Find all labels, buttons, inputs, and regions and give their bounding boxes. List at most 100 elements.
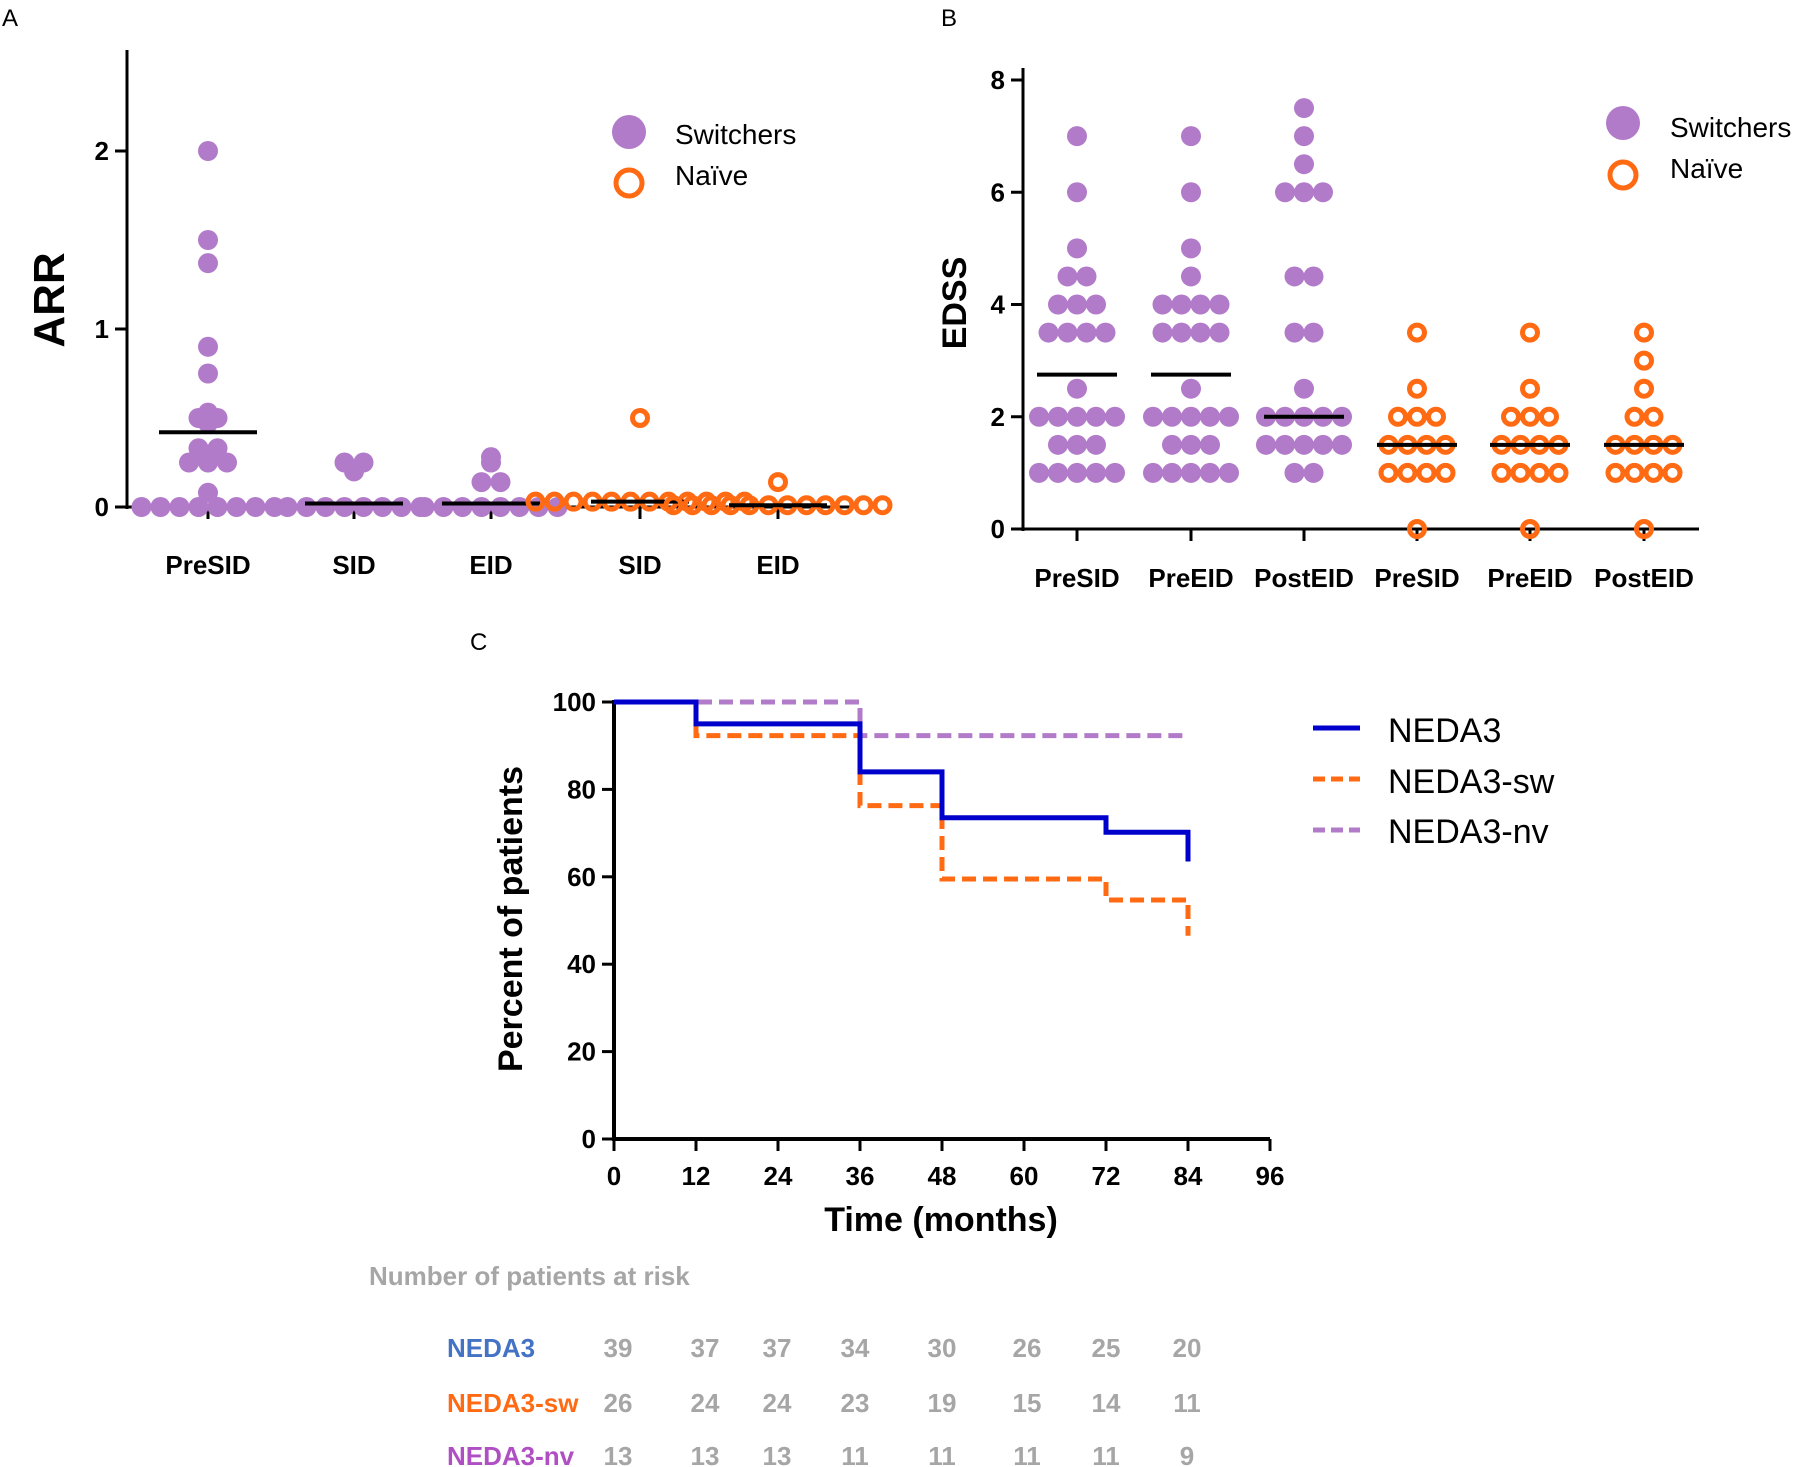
x-category-label: PreSID (1374, 563, 1459, 593)
legend-neda3-nv-label: NEDA3-nv (1388, 813, 1549, 851)
data-point (1200, 406, 1220, 427)
panel-c-ticks: 0 20 40 60 80 100 0 12 24 36 48 60 72 84 96 (553, 687, 1285, 1191)
data-point (1067, 378, 1087, 399)
panel-label-c: C (470, 629, 487, 656)
data-point (1634, 519, 1654, 539)
risk-count: 26 (604, 1388, 633, 1418)
data-point (1605, 462, 1626, 483)
y-tick-label: 60 (567, 862, 596, 892)
data-point (1105, 462, 1125, 483)
data-point (391, 497, 412, 517)
risk-row-label: NEDA3-sw (447, 1388, 579, 1418)
risk-table-title: Number of patients at risk (369, 1261, 690, 1291)
legend-naive-marker (1607, 159, 1639, 191)
risk-count: 26 (1013, 1333, 1042, 1363)
data-point (490, 472, 511, 493)
data-point (1624, 462, 1645, 483)
data-point (1048, 294, 1068, 315)
data-point (1294, 378, 1314, 399)
data-point (198, 253, 218, 274)
data-point (1152, 322, 1173, 343)
data-point (1029, 406, 1049, 427)
x-tick-label: 72 (1092, 1161, 1121, 1191)
panel-a-x-categories: PreSID SID EID SID EID (165, 507, 800, 580)
data-point (1067, 182, 1087, 203)
data-point (872, 495, 893, 516)
data-point (1313, 182, 1333, 203)
risk-count: 11 (1173, 1388, 1201, 1418)
data-point (1086, 462, 1106, 483)
panel-a-legend: Switchers Naïve (612, 115, 796, 199)
data-point (701, 495, 722, 516)
data-point (226, 497, 247, 517)
data-point (198, 452, 218, 473)
data-point (1067, 294, 1087, 315)
data-point (1407, 519, 1427, 539)
data-point (433, 497, 454, 517)
data-point (1303, 322, 1324, 343)
data-point (1284, 462, 1305, 483)
panel-c-x-axis-label: Time (months) (824, 1201, 1058, 1239)
data-point (315, 497, 336, 517)
legend-switchers-marker (1606, 106, 1640, 140)
data-point (1057, 266, 1078, 287)
data-point (1038, 322, 1059, 343)
data-point (490, 497, 511, 517)
risk-count: 19 (928, 1388, 957, 1418)
data-point (372, 497, 393, 517)
data-point (296, 497, 317, 517)
y-tick-label: 2 (991, 402, 1005, 432)
panel-a-y-axis-label: ARR (25, 252, 74, 347)
y-tick-label: 1 (95, 314, 109, 344)
legend-neda3-sw-label: NEDA3-sw (1388, 763, 1555, 801)
survival-curve-neda3-nv (614, 699, 1188, 739)
x-category-label: PreEID (1487, 563, 1572, 593)
y-tick-label: 2 (95, 136, 109, 166)
panel-label-b: B (941, 5, 957, 32)
x-tick-label: 96 (1256, 1161, 1285, 1191)
x-category-label: PreSID (1034, 563, 1119, 593)
risk-count: 13 (604, 1441, 633, 1467)
legend-naive-label: Naïve (675, 160, 748, 191)
data-point (1209, 322, 1230, 343)
data-point (663, 495, 684, 516)
data-point (1067, 462, 1087, 483)
data-point (188, 497, 209, 517)
risk-row-label: NEDA3 (447, 1333, 535, 1363)
data-point (198, 482, 218, 503)
risk-count: 9 (1180, 1441, 1194, 1467)
data-point (1152, 294, 1173, 315)
data-point (563, 491, 584, 512)
legend-switchers-label: Switchers (1670, 112, 1791, 143)
data-point (1520, 519, 1540, 539)
data-point (1275, 182, 1295, 203)
data-point (198, 336, 218, 357)
data-point (1086, 294, 1106, 315)
data-point (1520, 322, 1540, 343)
data-point (1181, 462, 1201, 483)
data-point (1086, 434, 1106, 455)
data-point (1190, 294, 1211, 315)
data-point (1529, 462, 1550, 483)
data-point (1643, 406, 1664, 427)
y-tick-label: 8 (991, 65, 1005, 95)
x-tick-label: 84 (1174, 1161, 1203, 1191)
legend-neda3-label: NEDA3 (1388, 712, 1501, 750)
x-tick-label: 36 (846, 1161, 875, 1191)
data-point (1662, 462, 1683, 483)
data-point (1294, 98, 1314, 119)
panel-c-axes (612, 700, 1270, 1141)
data-point (853, 495, 874, 516)
data-point (1200, 462, 1220, 483)
data-point (179, 452, 199, 473)
data-point (1181, 434, 1201, 455)
data-point (1539, 406, 1559, 427)
survival-curve-neda3 (614, 699, 1191, 862)
panel-b-x-categories: PreSID PreEID PostEID PreSID PreEID PostEID (1034, 529, 1694, 593)
data-point (1105, 406, 1125, 427)
data-point (1435, 462, 1456, 483)
data-point (1076, 266, 1097, 287)
data-point (1501, 406, 1521, 427)
data-point (1162, 462, 1182, 483)
data-point (217, 452, 237, 473)
